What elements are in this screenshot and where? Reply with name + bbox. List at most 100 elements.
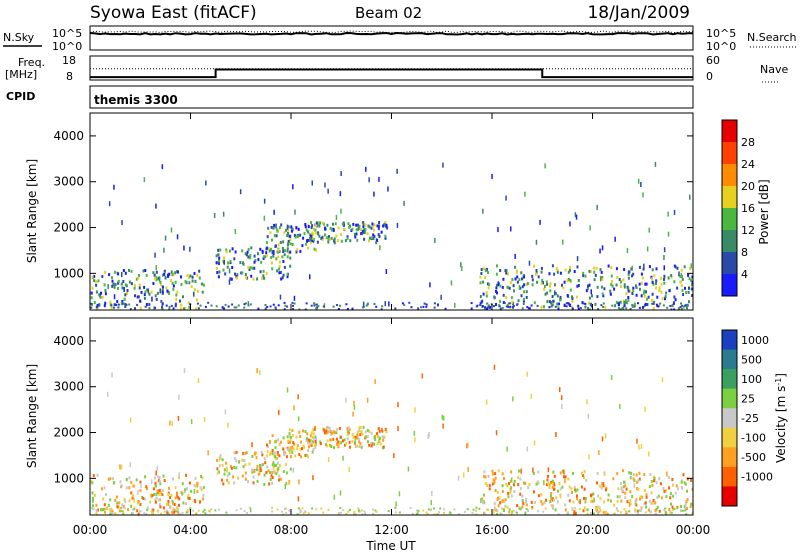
echo-cell [157, 479, 160, 483]
echo-cell [643, 473, 646, 476]
echo-cell [125, 284, 128, 288]
echo-cell [158, 480, 161, 484]
echo-cell [657, 494, 660, 498]
echo-cell [631, 292, 634, 295]
echo-cell [511, 300, 514, 304]
echo-cell [191, 279, 194, 283]
echo-cell [370, 236, 373, 240]
echo-cell [575, 295, 578, 299]
echo-cell [235, 459, 238, 463]
echo-cell [158, 498, 161, 502]
echo-cell [95, 280, 98, 284]
echo-cell [196, 302, 199, 305]
echo-cell [383, 222, 386, 226]
echo-cell [370, 441, 373, 445]
echo-cell [667, 276, 670, 280]
echo-cell [314, 228, 317, 232]
echo-cell [265, 471, 268, 475]
echo-cell [373, 442, 376, 446]
echo-cell [339, 191, 342, 197]
echo-cell [601, 292, 604, 296]
echo-cell [319, 442, 322, 446]
echo-cell [555, 267, 558, 270]
echo-cell [516, 303, 519, 306]
echo-cell [505, 195, 507, 201]
echo-cell [221, 259, 224, 263]
echo-cell [335, 234, 338, 238]
echo-cell [660, 496, 663, 500]
echo-cell [601, 245, 604, 251]
echo-cell [115, 303, 118, 306]
echo-cell [185, 487, 188, 491]
echo-cell [584, 500, 587, 504]
echo-cell [309, 443, 312, 447]
echo-cell [134, 307, 136, 311]
echo-cell [605, 510, 607, 513]
echo-cell [670, 511, 673, 514]
echo-cell [311, 180, 313, 186]
colorbar-tick-label: 4 [741, 268, 748, 281]
echo-cell [149, 500, 152, 504]
echo-cell [263, 457, 266, 461]
echo-cell [101, 508, 104, 512]
echo-cell [526, 371, 529, 377]
echo-cell [433, 306, 436, 309]
echo-cell [359, 228, 362, 232]
echo-cell [650, 480, 653, 484]
echo-cell [295, 250, 298, 254]
echo-cell [507, 495, 510, 499]
echo-cell [93, 301, 96, 304]
echo-cell [246, 250, 249, 254]
echo-cell [116, 300, 119, 304]
echo-cell [572, 500, 575, 504]
echo-cell [638, 444, 640, 450]
echo-cell [168, 306, 171, 308]
echo-cell [120, 510, 123, 513]
echo-cell [278, 454, 281, 458]
echo-cell [324, 431, 326, 435]
echo-cell [602, 482, 605, 488]
echo-cell [276, 250, 279, 254]
echo-cell [609, 292, 612, 296]
echo-cell [629, 476, 632, 480]
echo-cell [340, 208, 342, 214]
echo-cell [645, 505, 647, 509]
echo-cell [583, 476, 585, 480]
xtick-label: 00:00 [676, 523, 711, 537]
echo-cell [518, 506, 521, 510]
echo-cell [243, 306, 246, 309]
echo-cell [626, 248, 629, 254]
echo-cell [495, 272, 498, 276]
echo-cell [494, 476, 497, 480]
echo-cell [285, 228, 288, 232]
echo-cell [569, 221, 571, 227]
echo-cell [283, 308, 286, 311]
echo-cell [593, 266, 595, 270]
echo-cell [619, 482, 622, 486]
echo-cell [422, 509, 425, 512]
echo-cell [508, 482, 510, 486]
echo-cell [489, 305, 492, 309]
echo-cell [100, 508, 102, 512]
echo-cell [158, 276, 161, 282]
echo-cell [630, 471, 633, 475]
echo-cell [661, 297, 664, 301]
echo-cell [650, 275, 653, 279]
echo-cell [101, 295, 104, 299]
echo-cell [225, 466, 228, 470]
echo-cell [133, 506, 136, 509]
echo-cell [616, 500, 619, 504]
echo-cell [360, 445, 363, 449]
echo-cell [108, 201, 111, 207]
echo-cell [271, 481, 274, 485]
echo-cell [653, 479, 656, 482]
echo-cell [630, 267, 633, 271]
echo-cell [239, 189, 242, 195]
echo-cell [277, 438, 280, 442]
echo-cell [261, 276, 263, 280]
echo-cell [156, 291, 159, 295]
echo-cell [335, 214, 338, 220]
echo-cell [334, 222, 337, 226]
echo-cell [266, 443, 268, 447]
echo-cell [488, 487, 491, 491]
